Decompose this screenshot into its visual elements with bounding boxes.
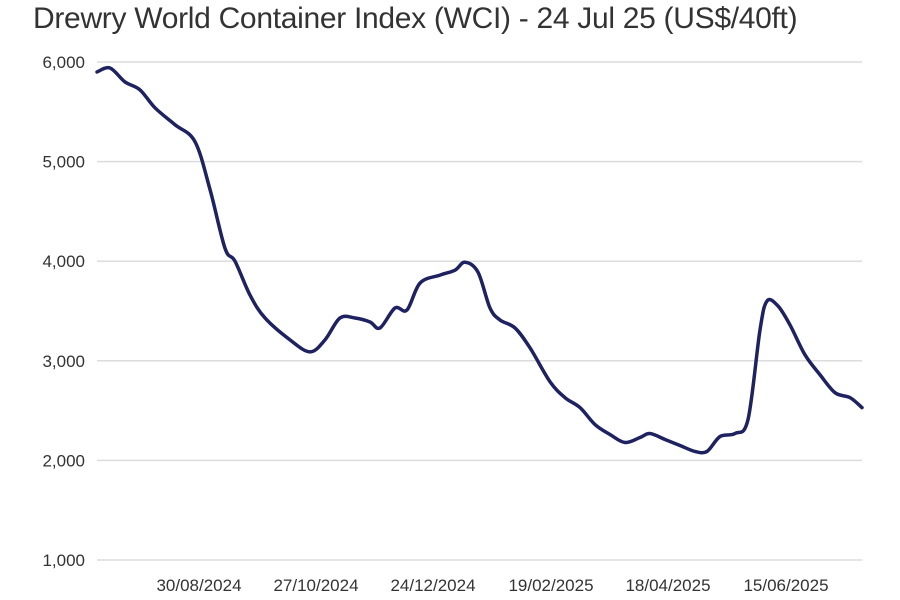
y-tick-label: 2,000 (42, 451, 85, 470)
x-tick-label: 27/10/2024 (273, 576, 358, 595)
y-tick-label: 4,000 (42, 252, 85, 271)
x-tick-label: 19/02/2025 (508, 576, 593, 595)
y-tick-label: 6,000 (42, 53, 85, 72)
x-tick-label: 15/06/2025 (743, 576, 828, 595)
chart-title: Drewry World Container Index (WCI) - 24 … (33, 2, 798, 35)
y-tick-label: 1,000 (42, 551, 85, 570)
y-tick-label: 5,000 (42, 153, 85, 172)
x-tick-label: 30/08/2024 (156, 576, 241, 595)
wci-line (95, 65, 864, 455)
x-tick-label: 24/12/2024 (390, 576, 475, 595)
x-axis-labels: 30/08/2024 27/10/2024 24/12/2024 19/02/2025… (156, 576, 828, 595)
y-tick-label: 3,000 (42, 352, 85, 371)
gridlines (97, 61, 862, 561)
x-tick-label: 18/04/2025 (625, 576, 710, 595)
y-axis-labels: 6,000 5,000 4,000 3,000 2,000 1,000 (42, 53, 85, 570)
